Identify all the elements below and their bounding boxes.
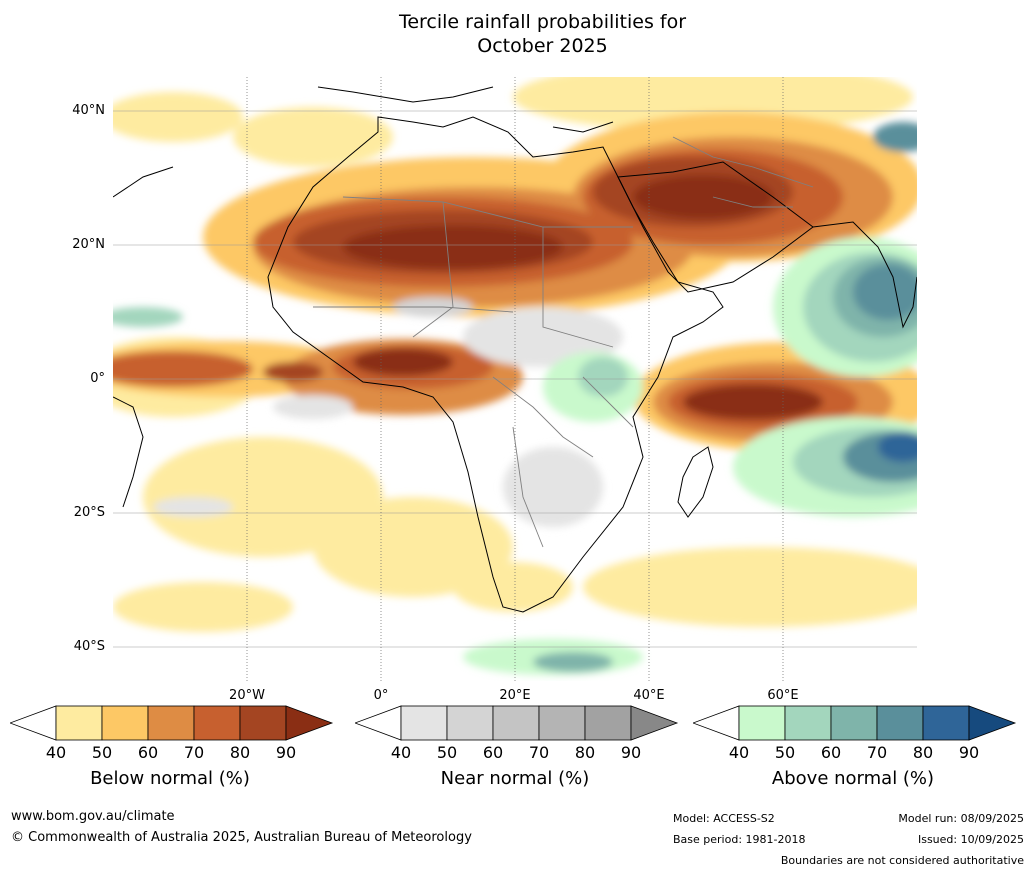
map-svg (113, 77, 917, 681)
footer-model: Model: ACCESS-S2 (673, 812, 775, 825)
cb-above-tick: 60 (820, 743, 842, 762)
colorbar-below-normal-bin (101, 705, 149, 741)
lat-label-40n: 40°N (72, 103, 105, 118)
colorbar-above-normal-high-extend (968, 705, 1017, 741)
colorbar-below-normal-bin (239, 705, 287, 741)
colorbar-below-normal-high-extend (285, 705, 334, 741)
lat-label-40s: 40°S (73, 639, 105, 654)
lat-label-0: 0° (90, 371, 105, 386)
cb-below-tick: 80 (229, 743, 251, 762)
colorbar-below-normal-bin (193, 705, 241, 741)
cb-below-tick: 60 (137, 743, 159, 762)
colorbar-below-normal (10, 705, 334, 741)
footer-model-run: Model run: 08/09/2025 (898, 812, 1024, 825)
cb-near-tick: 60 (482, 743, 504, 762)
lon-label-60e: 60°E (767, 688, 799, 703)
colorbar-near-normal-title: Near normal (%) (440, 768, 590, 789)
colorbar-above-normal-bin (784, 705, 832, 741)
colorbar-above-normal-low-extend (693, 705, 740, 741)
rainfall-probability-map (113, 77, 917, 681)
cb-below-tick: 40 (45, 743, 67, 762)
cb-above-tick: 70 (866, 743, 888, 762)
cb-below-tick: 70 (183, 743, 205, 762)
colorbar-below-normal-title: Below normal (%) (90, 768, 250, 789)
colorbar-near-normal-bin (584, 705, 632, 741)
cb-above-tick: 40 (728, 743, 750, 762)
colorbar-near-normal-high-extend (630, 705, 679, 741)
title-line-1: Tercile rainfall probabilities for (398, 11, 687, 33)
colorbar-above-normal-title: Above normal (%) (771, 768, 935, 789)
colorbar-above-normal (693, 705, 1017, 741)
lat-label-20s: 20°S (73, 505, 105, 520)
lon-label-0: 0° (373, 688, 389, 703)
colorbar-above-normal-bin (738, 705, 786, 741)
lat-label-20n: 20°N (72, 237, 105, 252)
cb-below-tick: 90 (275, 743, 297, 762)
colorbar-above-normal-bin (922, 705, 970, 741)
colorbar-below-normal-low-extend (10, 705, 57, 741)
footer-copyright: © Commonwealth of Australia 2025, Austra… (11, 830, 472, 845)
colorbar-below-normal-bin (55, 705, 103, 741)
colorbar-below-normal-bin (147, 705, 195, 741)
cb-above-tick: 90 (958, 743, 980, 762)
colorbar-near-normal-bin (538, 705, 586, 741)
cb-above-tick: 80 (912, 743, 934, 762)
lon-label-40e: 40°E (633, 688, 665, 703)
footer-issued: Issued: 10/09/2025 (917, 833, 1024, 846)
cb-near-tick: 50 (436, 743, 458, 762)
lon-label-20e: 20°E (499, 688, 531, 703)
cb-below-tick: 50 (91, 743, 113, 762)
country-boundaries (313, 136, 814, 548)
cb-near-tick: 90 (620, 743, 642, 762)
coastline (113, 86, 917, 613)
title-line-2: October 2025 (477, 35, 608, 57)
colorbar-near-normal-bin (400, 705, 448, 741)
colorbar-above-normal-bin (876, 705, 924, 741)
cb-above-tick: 50 (774, 743, 796, 762)
colorbar-near-normal (355, 705, 679, 741)
lon-label-20w: 20°W (229, 688, 265, 703)
footer-base-period: Base period: 1981-2018 (673, 833, 806, 846)
cb-near-tick: 80 (574, 743, 596, 762)
colorbar-near-normal-low-extend (355, 705, 402, 741)
colorbar-near-normal-bin (446, 705, 494, 741)
footer-url: www.bom.gov.au/climate (11, 809, 175, 824)
cb-near-tick: 40 (390, 743, 412, 762)
colorbar-near-normal-bin (492, 705, 540, 741)
footer-disclaimer: Boundaries are not considered authoritat… (780, 854, 1024, 867)
cb-near-tick: 70 (528, 743, 550, 762)
colorbar-above-normal-bin (830, 705, 878, 741)
map-title: Tercile rainfall probabilities for Octob… (0, 10, 1035, 58)
